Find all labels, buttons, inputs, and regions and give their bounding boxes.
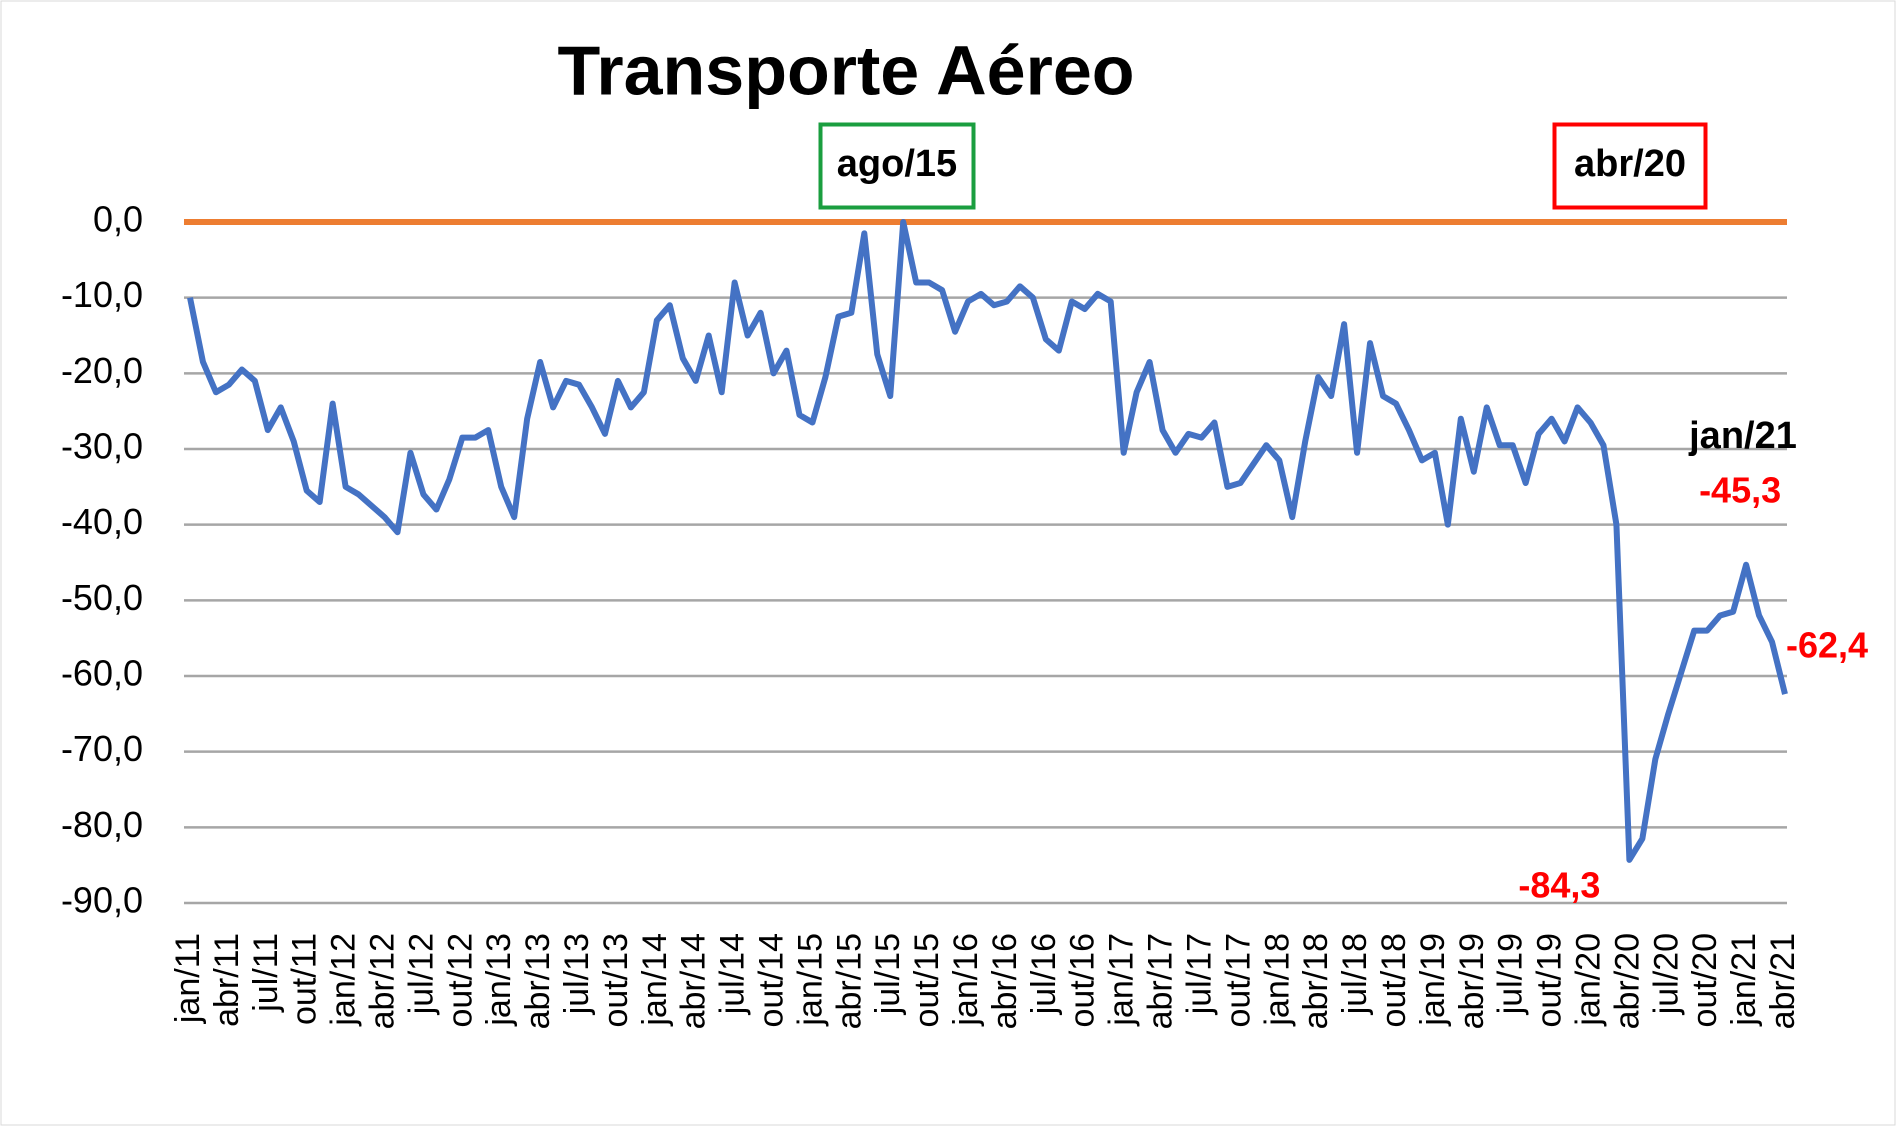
x-tick-label: abr/13 (519, 933, 557, 1029)
y-tick-label: -50,0 (61, 577, 143, 618)
x-tick-label: out/12 (441, 933, 479, 1028)
x-tick-label: out/17 (1219, 933, 1257, 1028)
data-label: -45,3 (1699, 469, 1781, 510)
x-tick-label: abr/18 (1297, 933, 1335, 1029)
x-tick-label: jul/17 (1180, 933, 1218, 1015)
series-line (187, 219, 1788, 863)
x-tick-label: abr/17 (1142, 933, 1180, 1029)
x-tick-label: jul/20 (1647, 933, 1685, 1015)
annotation-box (818, 122, 976, 210)
chart-title: Transporte Aéreo (557, 31, 1134, 109)
x-tick-label: abr/20 (1608, 933, 1646, 1029)
x-tick-label: jul/13 (558, 933, 596, 1015)
x-tick-label: jan/18 (1258, 933, 1296, 1027)
x-tick-label: out/15 (908, 933, 946, 1028)
annotation-box (1552, 122, 1708, 210)
x-tick-label: abr/16 (986, 933, 1024, 1029)
x-tick-label: jul/12 (402, 933, 440, 1015)
x-tick-label: out/18 (1375, 933, 1413, 1028)
y-tick-label: -10,0 (61, 274, 143, 315)
x-tick-label: out/16 (1064, 933, 1102, 1028)
x-tick-label: jan/17 (1103, 933, 1141, 1027)
x-tick-label: jan/20 (1569, 933, 1607, 1027)
annotation: jan/21 (1688, 415, 1797, 457)
y-tick-label: -80,0 (61, 804, 143, 845)
annotation: ago/15 (837, 143, 957, 185)
x-tick-label: abr/11 (208, 933, 246, 1027)
y-tick-label: -40,0 (61, 501, 143, 542)
x-tick-label: abr/21 (1764, 933, 1802, 1029)
x-tick-label: abr/12 (363, 933, 401, 1029)
x-tick-label: out/14 (753, 933, 791, 1028)
y-tick-label: -70,0 (61, 728, 143, 769)
y-tick-label: -90,0 (61, 880, 143, 921)
x-tick-label: jul/18 (1336, 933, 1374, 1015)
data-label: -62,4 (1786, 625, 1868, 666)
annotation: abr/20 (1574, 143, 1686, 185)
x-tick-label: out/13 (597, 933, 635, 1028)
x-tick-label: jan/19 (1414, 933, 1452, 1027)
x-tick-label: jan/12 (325, 933, 363, 1027)
x-tick-label: jan/16 (947, 933, 985, 1027)
x-tick-label: jan/21 (1725, 933, 1763, 1027)
y-tick-label: -20,0 (61, 350, 143, 391)
x-tick-label: abr/14 (675, 933, 713, 1029)
x-tick-label: jan/14 (636, 933, 674, 1027)
x-tick-label: out/20 (1686, 933, 1724, 1028)
x-tick-label: jan/15 (791, 933, 829, 1027)
x-tick-label: jan/13 (480, 933, 518, 1027)
x-tick-label: jul/19 (1492, 933, 1530, 1015)
y-tick-label: 0,0 (93, 199, 143, 240)
x-tick-label: jan/11 (169, 933, 207, 1024)
x-tick-label: jul/16 (1025, 933, 1063, 1015)
data-label: -84,3 (1518, 864, 1600, 905)
x-tick-label: jul/11 (247, 933, 285, 1013)
y-tick-label: -60,0 (61, 653, 143, 694)
x-tick-label: jul/14 (714, 933, 752, 1015)
x-tick-label: out/19 (1531, 933, 1569, 1028)
x-tick-label: abr/15 (830, 933, 868, 1029)
x-tick-label: abr/19 (1453, 933, 1491, 1029)
y-tick-label: -30,0 (61, 426, 143, 467)
x-tick-label: jul/15 (869, 933, 907, 1015)
x-tick-label: out/11 (286, 933, 324, 1025)
